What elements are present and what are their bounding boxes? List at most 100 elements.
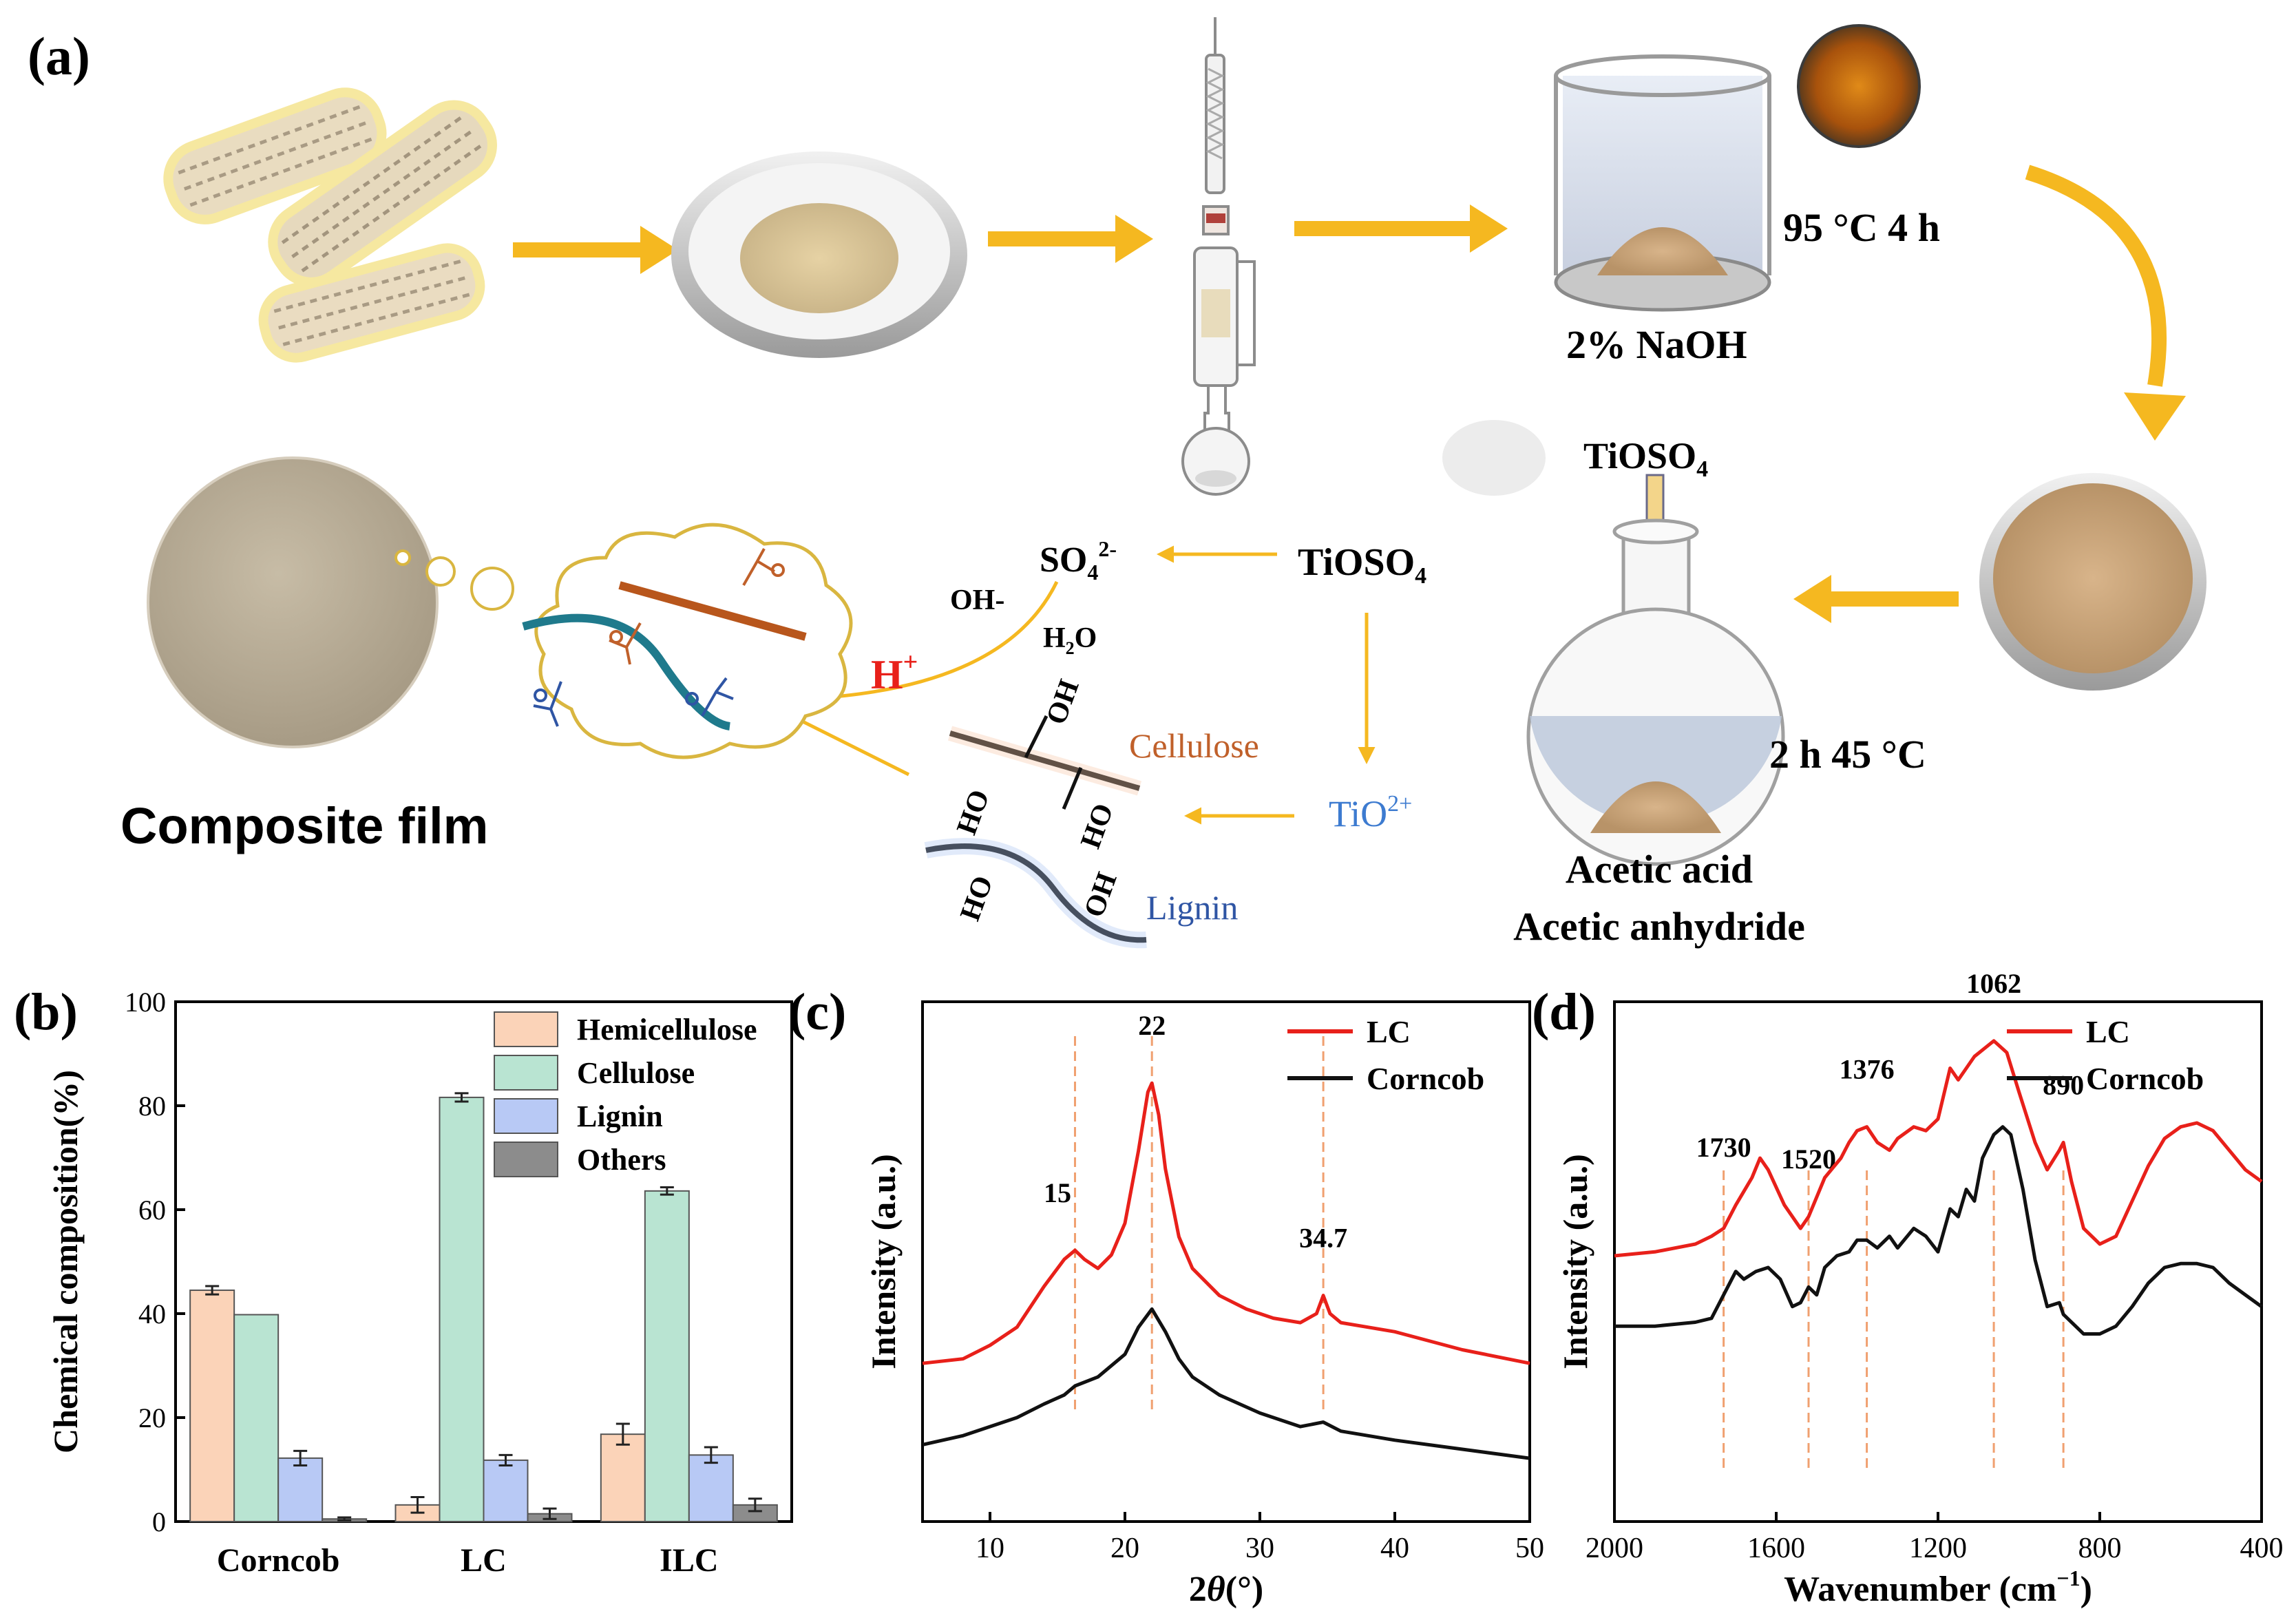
- panel-a-label: (a): [28, 26, 90, 86]
- process-arrowhead: [1793, 575, 1831, 623]
- tioso4-powder-image: [1442, 420, 1546, 496]
- panel-d-peak-label: 1730: [1696, 1132, 1751, 1163]
- panel-a: (a): [28, 17, 2207, 949]
- panel-b-legend-swatch: [494, 1011, 558, 1047]
- panel-b-legend-label: Others: [577, 1143, 666, 1177]
- panel-d-x-tick-label: 800: [2078, 1533, 2122, 1564]
- panel-c-peak-label: 22: [1138, 1010, 1166, 1041]
- composite-film-image: [147, 456, 439, 748]
- panel-c-series-line: [922, 1307, 1530, 1460]
- reaction-flask-image: [1526, 518, 1785, 866]
- panel-d-x-tick-label: 400: [2240, 1533, 2284, 1564]
- tioso4-top-label: TiOSO4: [1583, 435, 1708, 482]
- thought-bubble: [470, 567, 514, 611]
- panel-c-line-chart: (c) Intensity (a.u.) 2θ(°) 10 20 30 40 50 15…: [788, 983, 1544, 1609]
- acetic-anhydride-label: Acetic anhydride: [1513, 904, 1805, 949]
- lignin-ho-group: HO: [954, 872, 1000, 925]
- lignin-structure: HO OH: [924, 838, 1147, 949]
- process-curved-arrow: [2025, 165, 2167, 387]
- panel-d-line-chart: (d) Intensity (a.u.) Wavenumber (cm−1) 2…: [1532, 968, 2284, 1609]
- panel-c-legend: LC Corncob: [1287, 1014, 1484, 1096]
- panel-b-y-tick-label: 0: [152, 1506, 166, 1537]
- h2o-label: H2O: [1043, 622, 1097, 658]
- panel-b-bar-chart: (b) Chemical composition(%) 0 20 40 60 80 100…: [14, 983, 793, 1579]
- proton-arrow: [799, 580, 1059, 707]
- condition-95c-4h: 95 °C 4 h: [1783, 205, 1940, 250]
- panel-b-y-tick-label: 60: [138, 1195, 166, 1225]
- process-arrowhead: [1115, 215, 1153, 263]
- panel-d-series-line: [1614, 1125, 2263, 1336]
- naoh-beaker-image: [1554, 54, 1771, 312]
- panel-d-x-tick-label: 2000: [1586, 1533, 1643, 1564]
- corncob-image: [163, 87, 497, 363]
- panel-c-axes: 10 20 30 40 50: [921, 1000, 1544, 1564]
- panel-c-x-tick-label: 10: [976, 1533, 1004, 1564]
- panel-b-legend-swatch: [494, 1142, 558, 1177]
- cellulose-structure: OH HO HO: [947, 675, 1142, 852]
- panel-b-y-tick-label: 100: [125, 987, 166, 1018]
- panel-b-bar: [189, 1290, 235, 1523]
- panel-b-bar: [688, 1454, 734, 1523]
- panel-c-x-axis-label: 2θ(°): [1189, 1570, 1263, 1609]
- so4-label: SO42-: [1040, 536, 1117, 585]
- panel-b-legend-swatch: [494, 1055, 558, 1091]
- panel-d-peak-label: 890: [2043, 1069, 2084, 1100]
- panel-d-label: (d): [1532, 983, 1596, 1041]
- panel-c-x-tick-label: 40: [1380, 1533, 1409, 1564]
- panel-c-peak-label: 34.7: [1299, 1223, 1347, 1254]
- panel-c-peak-label: 15: [1044, 1177, 1071, 1208]
- acetic-acid-label: Acetic acid: [1566, 847, 1753, 892]
- treated-powder-dish-image: [1979, 473, 2207, 691]
- panel-b-bar: [439, 1096, 485, 1523]
- process-arrowhead: [1470, 204, 1508, 253]
- panel-d-peak-label: 1062: [1966, 968, 2021, 999]
- panel-b-legend-label: Lignin: [577, 1100, 663, 1133]
- composite-film-label: Composite film: [120, 797, 488, 854]
- panel-b-bar: [277, 1457, 324, 1522]
- lignin-oh-group: OH: [1078, 868, 1124, 921]
- naoh-label: 2% NaOH: [1566, 322, 1747, 367]
- panel-b-y-tick-label: 80: [138, 1091, 166, 1122]
- process-arrowhead: [640, 226, 678, 274]
- extract-jar-image: [1797, 24, 1921, 148]
- cellulose-oh-group: OH: [1040, 675, 1086, 728]
- cellulose-ho-group: HO: [1075, 799, 1120, 852]
- panel-c-plot-area: 15 22 34.7: [922, 1010, 1530, 1460]
- panel-d-axes: 2000 1600 1200 800 400: [1586, 1000, 2284, 1564]
- panel-b-bar: [600, 1433, 646, 1522]
- modified-structure-cloud: [522, 523, 853, 759]
- panel-d-x-tick-label: 1200: [1909, 1533, 1967, 1564]
- panel-b-x-tick-label: LC: [461, 1542, 507, 1579]
- process-arrowhead: [2124, 392, 2186, 441]
- panel-b-bar: [644, 1190, 690, 1522]
- panel-b-legend: Hemicellulose Cellulose Lignin Others: [494, 1011, 757, 1177]
- cellulose-label: Cellulose: [1129, 726, 1259, 765]
- panel-d-legend-label: Corncob: [2086, 1061, 2204, 1096]
- panel-b-y-tick-label: 40: [138, 1298, 166, 1329]
- panel-c-legend-label: Corncob: [1367, 1061, 1484, 1096]
- panel-d-x-axis-label: Wavenumber (cm−1): [1784, 1566, 2092, 1609]
- panel-c-label: (c): [788, 983, 846, 1041]
- panel-b-label: (b): [14, 983, 78, 1041]
- powder-dish-image: [671, 151, 967, 358]
- panel-b-bar: [483, 1459, 529, 1522]
- thought-bubble: [425, 556, 456, 587]
- panel-d-peak-label: 1376: [1840, 1054, 1895, 1085]
- panel-d-plot-area: 1730 1520 1376 1062 890: [1614, 968, 2263, 1473]
- panel-b-x-tick-label: Corncob: [217, 1542, 340, 1579]
- panel-b-bars: [189, 1092, 778, 1523]
- panel-c-x-tick-label: 30: [1245, 1533, 1274, 1564]
- panel-b-x-tick-label: ILC: [660, 1542, 718, 1579]
- panel-b-bar: [233, 1314, 280, 1522]
- panel-c-x-tick-label: 20: [1110, 1533, 1139, 1564]
- panel-d-legend-label: LC: [2086, 1014, 2130, 1049]
- panel-b-y-axis-label: Chemical composition(%): [46, 1070, 85, 1453]
- panel-d-legend: LC Corncob: [2007, 1014, 2204, 1096]
- panel-d-x-tick-label: 1600: [1747, 1533, 1805, 1564]
- soxhlet-extractor-image: [1181, 17, 1256, 496]
- cellulose-ho-group: HO: [951, 786, 996, 839]
- panel-b-legend-label: Hemicellulose: [577, 1013, 757, 1046]
- oh-minus-label: OH-: [950, 585, 1004, 616]
- panel-c-legend-label: LC: [1367, 1014, 1411, 1049]
